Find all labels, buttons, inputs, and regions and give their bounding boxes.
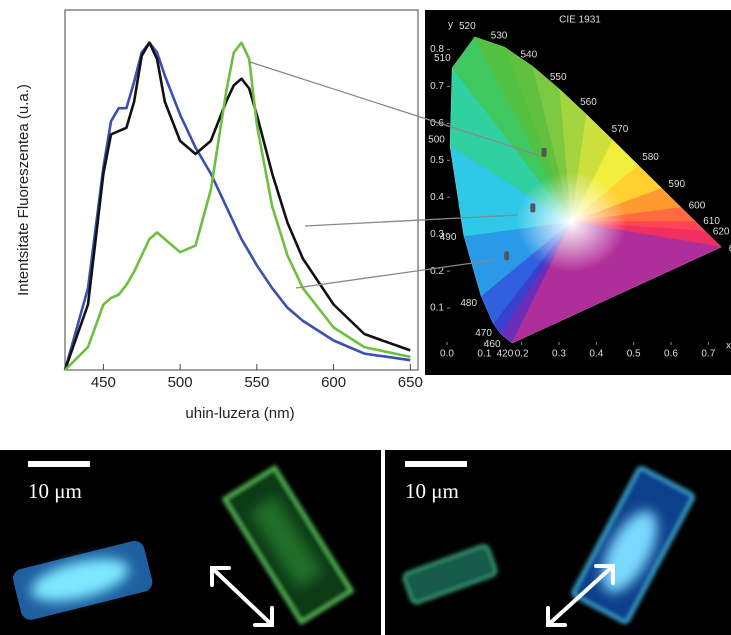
wavelength-label: 490 [440,232,457,243]
series-line [63,41,411,371]
plot-frame [64,9,419,371]
x-tick-label: 0.2 [515,349,529,360]
wavelength-label: 500 [428,134,445,145]
wavelength-label: 580 [642,152,659,163]
polarization-arrow [210,566,274,627]
wavelength-label: 420 [497,349,514,360]
connector [304,214,519,227]
x-axis-label: uhin-luzera (nm) [185,405,294,422]
x-tick-label: 0.0 [440,349,454,360]
y-tick-label: 0.6 [430,118,444,129]
wavelength-label: 540 [521,49,538,60]
wavelength-label: 620 [713,227,730,238]
wavelength-label: 480 [460,298,477,309]
cie-y-label: y [448,20,453,31]
x-tick-label: 0.6 [664,349,678,360]
y-tick-label: 0.2 [430,266,444,277]
wavelength-label: 520 [459,21,476,32]
wavelength-label: 570 [612,124,629,135]
wavelength-label: 510 [434,53,451,64]
polarization-arrow [546,564,615,627]
x-tick-label: 0.7 [701,349,715,360]
x-tick-label: 600 [321,374,346,391]
wavelength-label: 530 [491,31,508,42]
y-tick-label: 0.1 [430,303,444,314]
y-tick-label: 0.8 [430,44,444,55]
x-tick-label: 500 [168,374,193,391]
point [541,147,547,157]
crystal [402,544,498,604]
wavelength-label: 550 [550,72,567,83]
x-tick-label: 0.1 [477,349,491,360]
wavelength-label: 680 [729,244,731,255]
series-line [64,41,411,371]
scale-bar [405,461,467,467]
x-tick-label: 0.4 [589,349,603,360]
white-point-glow [516,171,627,272]
y-tick-label: 0.4 [430,192,444,203]
wavelength-label: 610 [703,216,720,227]
point [530,203,536,213]
connector [295,259,495,289]
series-line [63,41,411,371]
wavelength-label: 460 [484,339,501,350]
connector [249,61,539,156]
connectors [249,61,539,289]
x-tick-label: 650 [398,374,423,391]
x-tick-label: 0.3 [552,349,566,360]
x-tick-label: 550 [244,374,269,391]
micrograph-panel [385,450,731,635]
wavelength-label: 470 [475,328,492,339]
y-tick-label: 0.7 [430,81,444,92]
scale-label: 10 μm [405,479,459,503]
y-tick-label: 0.3 [430,229,444,240]
crystal [221,465,355,625]
y-axis-label: Intentsitate Fluoreszentea (u.a.) [15,84,32,296]
spectral-locus [449,36,722,344]
wavelength-label: 600 [689,200,706,211]
crystal [571,466,695,624]
cie-x-label: x [726,341,731,352]
spectrum-chart: Intentsitate Fluoreszentea (u.a.) uhin-l… [15,9,423,422]
micrographs: 10 μm 10 μm [0,450,731,635]
crystal [13,540,153,620]
x-tick-label: 450 [91,374,116,391]
y-tick-label: 0.5 [430,155,444,166]
point [504,251,510,261]
scale-label: 10 μm [28,479,82,503]
scale-bar [28,461,90,467]
wavelength-label: 560 [580,97,597,108]
x-tick-label: 0.5 [627,349,641,360]
cie-title: CIE 1931 [559,15,601,26]
wavelength-label: 590 [668,179,685,190]
